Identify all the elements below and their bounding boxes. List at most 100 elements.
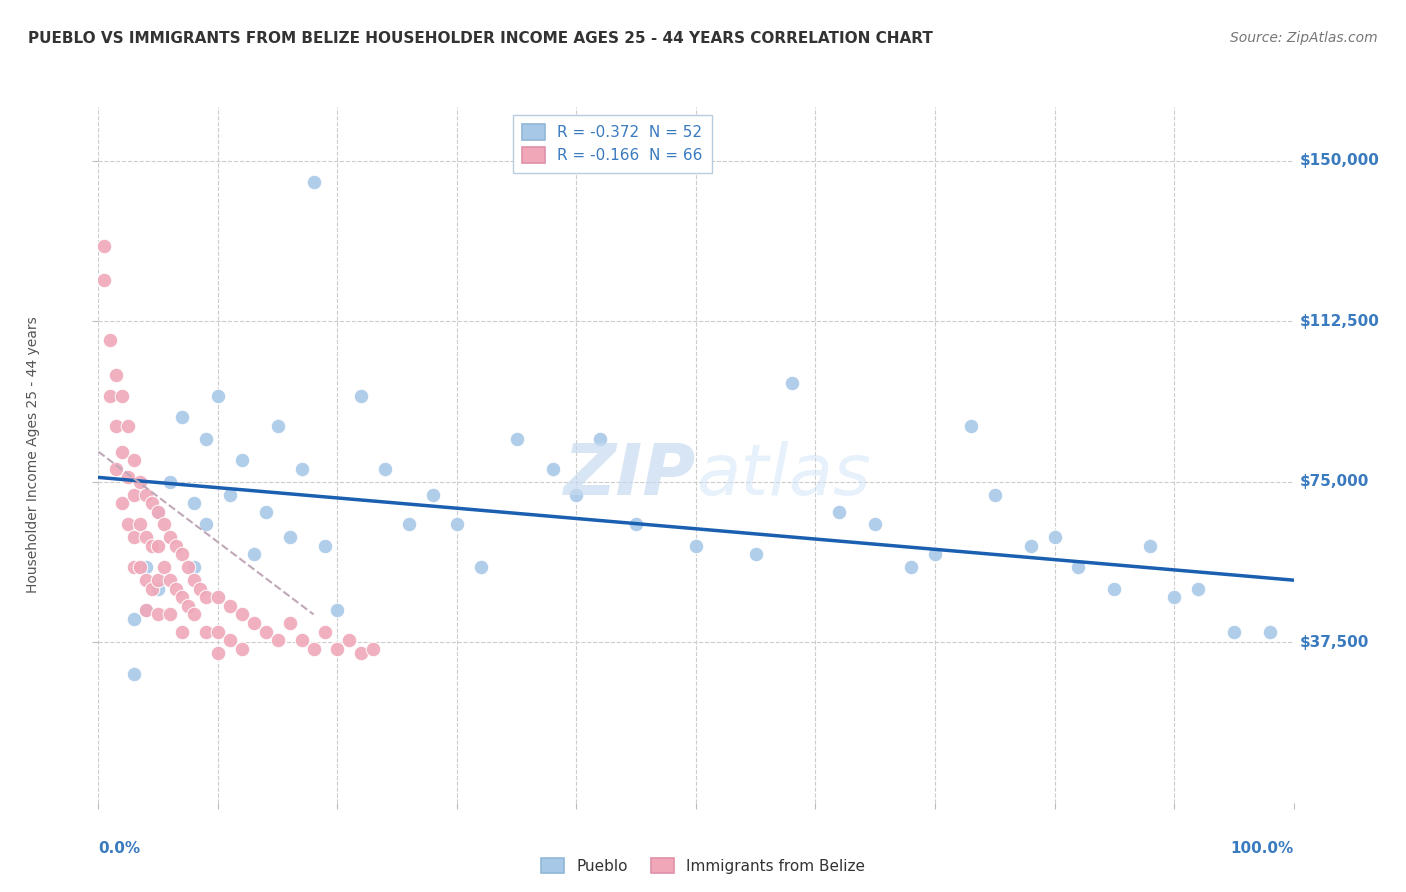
- Point: [135, 573, 157, 587]
- Point: [242, 615, 264, 630]
- Point: [326, 641, 349, 656]
- Point: [148, 607, 170, 622]
- Point: [219, 599, 242, 613]
- Point: [117, 470, 139, 484]
- Text: Householder Income Ages 25 - 44 years: Householder Income Ages 25 - 44 years: [25, 317, 39, 593]
- Point: [267, 419, 290, 434]
- Legend: Pueblo, Immigrants from Belize: Pueblo, Immigrants from Belize: [536, 852, 870, 880]
- Point: [129, 560, 152, 574]
- Point: [117, 419, 139, 434]
- Point: [828, 505, 851, 519]
- Point: [111, 496, 134, 510]
- Point: [350, 646, 373, 660]
- Point: [983, 487, 1005, 501]
- Point: [105, 368, 128, 382]
- Point: [1187, 582, 1209, 596]
- Point: [129, 475, 152, 489]
- Point: [231, 641, 253, 656]
- Point: [337, 633, 360, 648]
- Text: $150,000: $150,000: [1299, 153, 1379, 168]
- Point: [780, 376, 803, 391]
- Text: Source: ZipAtlas.com: Source: ZipAtlas.com: [1230, 31, 1378, 45]
- Text: atlas: atlas: [696, 442, 870, 510]
- Point: [1222, 624, 1246, 639]
- Point: [219, 487, 242, 501]
- Point: [183, 573, 205, 587]
- Point: [135, 603, 157, 617]
- Point: [219, 633, 242, 648]
- Point: [254, 505, 277, 519]
- Point: [98, 334, 122, 348]
- Point: [177, 599, 200, 613]
- Point: [135, 487, 157, 501]
- Point: [124, 612, 146, 626]
- Point: [159, 530, 181, 544]
- Point: [129, 517, 152, 532]
- Point: [172, 591, 194, 605]
- Point: [135, 530, 157, 544]
- Point: [924, 548, 946, 562]
- Point: [278, 615, 301, 630]
- Point: [135, 603, 157, 617]
- Point: [207, 389, 229, 403]
- Point: [565, 487, 588, 501]
- Point: [207, 646, 229, 660]
- Point: [194, 432, 217, 446]
- Point: [267, 633, 290, 648]
- Point: [148, 582, 170, 596]
- Point: [124, 667, 146, 681]
- Point: [685, 539, 707, 553]
- Point: [98, 389, 122, 403]
- Text: $112,500: $112,500: [1299, 314, 1379, 328]
- Point: [148, 539, 170, 553]
- Point: [589, 432, 612, 446]
- Point: [315, 624, 337, 639]
- Point: [745, 548, 768, 562]
- Point: [363, 641, 385, 656]
- Point: [172, 548, 194, 562]
- Point: [315, 539, 337, 553]
- Point: [254, 624, 277, 639]
- Point: [148, 505, 170, 519]
- Point: [183, 496, 205, 510]
- Point: [148, 573, 170, 587]
- Point: [541, 462, 564, 476]
- Text: PUEBLO VS IMMIGRANTS FROM BELIZE HOUSEHOLDER INCOME AGES 25 - 44 YEARS CORRELATI: PUEBLO VS IMMIGRANTS FROM BELIZE HOUSEHO…: [28, 31, 934, 46]
- Point: [117, 517, 139, 532]
- Point: [398, 517, 420, 532]
- Point: [194, 591, 217, 605]
- Point: [374, 462, 396, 476]
- Point: [1163, 591, 1185, 605]
- Point: [124, 453, 146, 467]
- Point: [159, 475, 181, 489]
- Point: [183, 560, 205, 574]
- Point: [470, 560, 492, 574]
- Point: [111, 389, 134, 403]
- Point: [302, 641, 325, 656]
- Point: [422, 487, 444, 501]
- Point: [159, 573, 181, 587]
- Point: [159, 607, 181, 622]
- Point: [900, 560, 922, 574]
- Point: [207, 591, 229, 605]
- Point: [290, 462, 312, 476]
- Point: [172, 410, 194, 425]
- Point: [624, 517, 647, 532]
- Point: [207, 624, 229, 639]
- Point: [446, 517, 468, 532]
- Point: [350, 389, 373, 403]
- Point: [194, 517, 217, 532]
- Point: [1139, 539, 1161, 553]
- Point: [1258, 624, 1281, 639]
- Point: [124, 560, 146, 574]
- Point: [194, 624, 217, 639]
- Point: [1043, 530, 1066, 544]
- Text: 100.0%: 100.0%: [1230, 841, 1294, 856]
- Point: [1067, 560, 1090, 574]
- Legend: R = -0.372  N = 52, R = -0.166  N = 66: R = -0.372 N = 52, R = -0.166 N = 66: [513, 115, 711, 173]
- Point: [124, 487, 146, 501]
- Point: [172, 624, 194, 639]
- Point: [141, 582, 163, 596]
- Point: [177, 560, 200, 574]
- Point: [135, 560, 157, 574]
